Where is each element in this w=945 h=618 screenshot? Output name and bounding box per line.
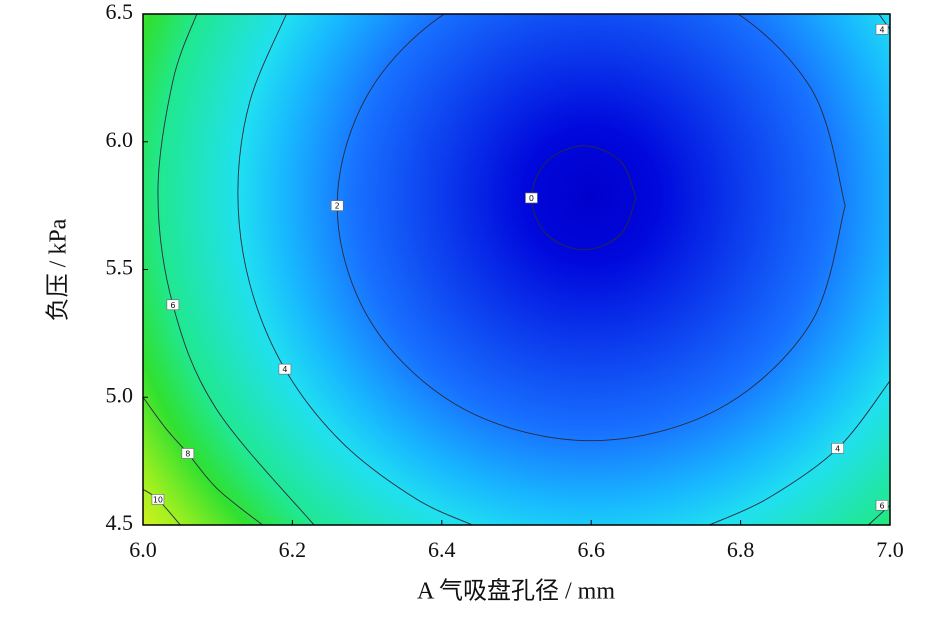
contour-label-box: [181, 448, 195, 459]
y-tick-label: 5.5: [106, 255, 134, 280]
y-tick-label: 4.5: [106, 510, 134, 535]
contour-label: 10: [153, 495, 163, 504]
y-tick-label: 5.0: [106, 382, 134, 407]
contour-label: 0: [529, 194, 534, 203]
x-axis-title: A 气吸盘孔径 / mm: [417, 578, 615, 605]
contour-label-box: [330, 200, 344, 211]
contour-label: 2: [335, 202, 340, 211]
contour-label: 8: [185, 449, 190, 458]
contour-label-box: [166, 299, 180, 311]
contour-label-box: [875, 24, 889, 35]
contour-label: 4: [282, 365, 287, 374]
contour-label: 6: [170, 301, 175, 310]
x-tick-label: 6.8: [727, 537, 755, 562]
contour-label-box: [525, 192, 538, 204]
heatmap: [143, 14, 890, 525]
contour-label-box: [875, 500, 889, 511]
y-tick-label: 6.5: [106, 0, 134, 24]
contour-label: 6: [879, 501, 884, 510]
x-tick-label: 6.2: [279, 537, 307, 562]
x-tick-label: 6.0: [129, 537, 157, 562]
y-tick-label: 6.0: [106, 127, 134, 152]
x-tick-label: 6.4: [428, 537, 456, 562]
y-axis-title: 负压 / kPa: [45, 218, 72, 321]
x-tick-label: 6.6: [577, 537, 605, 562]
x-tick-label: 7.0: [876, 537, 904, 562]
contour-label-box: [831, 443, 845, 454]
contour-label: 4: [835, 444, 840, 453]
contour-label-box: [278, 363, 292, 375]
contour-label: 4: [879, 25, 884, 34]
contour-label-box: [151, 494, 165, 505]
